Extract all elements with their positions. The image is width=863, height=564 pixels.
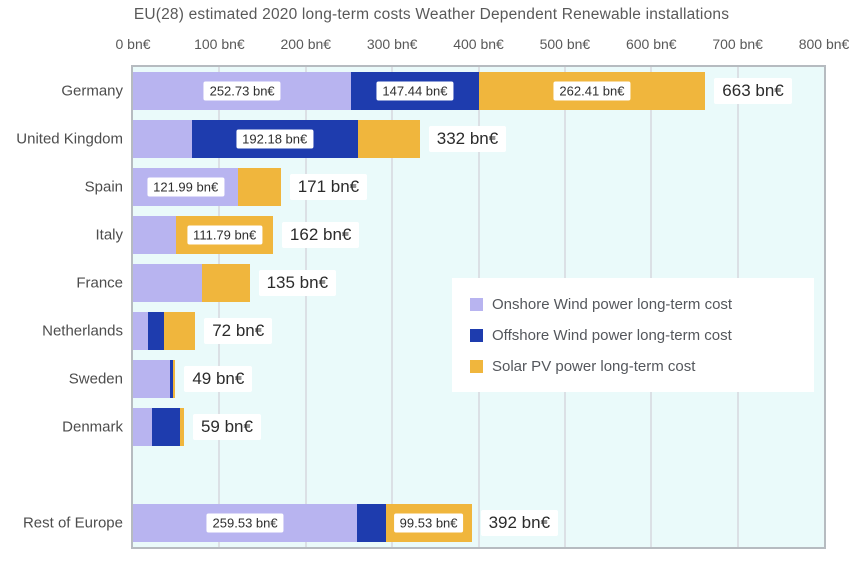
x-tick-label: 0 bn€ [115, 36, 151, 52]
bar-segment-offshore [147, 312, 165, 350]
segment-value-label: 111.79 bn€ [187, 225, 263, 245]
segment-value-label: 252.73 bn€ [203, 81, 281, 101]
legend-item: Offshore Wind power long-term cost [470, 327, 814, 344]
plot-area: 252.73 bn€ 147.44 bn€ 262.41 bn€ 663 bn€ 192… [131, 65, 826, 549]
gridline [304, 67, 307, 547]
bar-row: 259.53 bn€ 99.53 bn€ 392 bn€ [133, 504, 824, 542]
bar-segment-onshore [133, 216, 177, 254]
bar-row: 121.99 bn€ 171 bn€ [133, 168, 824, 206]
category-label: Denmark [62, 418, 123, 436]
x-tick-label: 600 bn€ [625, 36, 677, 52]
gridline [391, 67, 394, 547]
bar-segment-offshore [357, 504, 386, 542]
bar-segment-offshore [152, 408, 180, 446]
segment-value-label: 121.99 bn€ [147, 177, 225, 197]
bar-total-label: 663 bn€ [714, 78, 792, 104]
legend-label: Offshore Wind power long-term cost [492, 326, 732, 344]
bar-segment-solar [164, 312, 196, 350]
legend-label: Solar PV power long-term cost [492, 357, 696, 375]
legend-item: Onshore Wind power long-term cost [470, 296, 814, 313]
legend: Onshore Wind power long-term cost Offshor… [452, 278, 814, 392]
x-tick-label: 500 bn€ [539, 36, 591, 52]
category-label: Spain [84, 178, 123, 196]
legend-item: Solar PV power long-term cost [470, 358, 814, 375]
segment-value-label: 192.18 bn€ [236, 129, 314, 149]
category-label: Sweden [68, 370, 123, 388]
segment-value-label: 99.53 bn€ [393, 513, 464, 533]
bar-total-label: 59 bn€ [192, 414, 261, 440]
segment-value-label: 147.44 bn€ [376, 81, 454, 101]
category-label: Netherlands [42, 322, 123, 340]
bar-row: 111.79 bn€ 162 bn€ [133, 216, 824, 254]
category-label: Germany [61, 82, 123, 100]
category-label: France [76, 274, 123, 292]
bar-total-label: 392 bn€ [480, 510, 559, 536]
bar-segment-onshore [133, 360, 171, 398]
category-label: Italy [95, 226, 123, 244]
bar-segment-solar [179, 408, 184, 446]
bar-segment-solar [202, 264, 250, 302]
x-tick-label: 700 bn€ [712, 36, 763, 52]
bar-segment-solar [238, 168, 281, 206]
x-tick-label: 300 bn€ [366, 36, 418, 52]
chart-title: EU(28) estimated 2020 long-term costs We… [133, 6, 730, 23]
bar-row: 252.73 bn€ 147.44 bn€ 262.41 bn€ 663 bn€ [133, 72, 824, 110]
bar-total-label: 49 bn€ [184, 366, 253, 392]
x-tick-label: 400 bn€ [453, 36, 504, 52]
bar-segment-onshore [133, 120, 192, 158]
bar-segment-onshore [133, 312, 148, 350]
category-label: Rest of Europe [22, 514, 123, 532]
x-tick-label: 100 bn€ [194, 36, 245, 52]
bar-segment-onshore [133, 408, 152, 446]
legend-swatch-onshore [470, 297, 483, 311]
bar-segment-onshore [133, 264, 203, 302]
x-tick-label: 800 bn€ [798, 36, 850, 52]
bar-total-label: 162 bn€ [281, 222, 360, 248]
legend-label: Onshore Wind power long-term cost [492, 295, 733, 313]
legend-swatch-offshore [470, 328, 483, 342]
bar-row: 135 bn€ [133, 264, 824, 302]
x-tick-label: 200 bn€ [280, 36, 332, 52]
bar-segment-offshore [170, 360, 173, 398]
segment-value-label: 259.53 bn€ [206, 513, 284, 533]
bar-row: 49 bn€ [133, 360, 824, 398]
bar-row: 192.18 bn€ 332 bn€ [133, 120, 824, 158]
bar-row: 59 bn€ [133, 408, 824, 446]
legend-swatch-solar [470, 359, 483, 373]
bar-total-label: 72 bn€ [204, 318, 273, 344]
category-label: United Kingdom [16, 130, 123, 148]
bar-segment-solar [172, 360, 176, 398]
gridline [218, 67, 221, 547]
bar-total-label: 332 bn€ [428, 126, 507, 152]
bar-total-label: 135 bn€ [258, 270, 337, 296]
segment-value-label: 262.41 bn€ [553, 81, 631, 101]
bar-row: 72 bn€ [133, 312, 824, 350]
bar-segment-solar [357, 120, 420, 158]
bar-total-label: 171 bn€ [289, 174, 368, 200]
